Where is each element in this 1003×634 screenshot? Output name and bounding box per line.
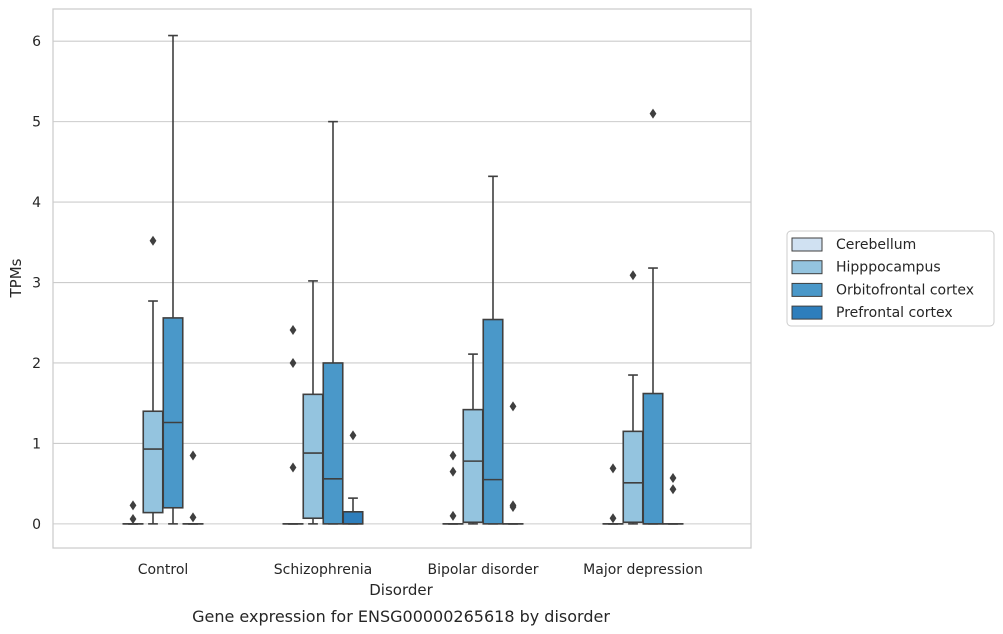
outlier-point bbox=[289, 324, 297, 335]
box-hipppocampus bbox=[462, 353, 484, 525]
box-body bbox=[642, 392, 664, 525]
box-hipppocampus bbox=[302, 280, 324, 525]
legend-label: Orbitofrontal cortex bbox=[836, 282, 974, 298]
box-plot-area bbox=[122, 34, 684, 525]
y-axis-label: TPMs bbox=[7, 258, 25, 298]
outlier-point bbox=[129, 514, 137, 525]
y-tick-label: 3 bbox=[32, 276, 41, 292]
legend-frame bbox=[786, 230, 995, 327]
outlier-point bbox=[189, 450, 197, 461]
box-orbitofrontal-cortex bbox=[642, 108, 664, 525]
outlier-point bbox=[649, 108, 657, 119]
x-axis-label: Disorder bbox=[369, 581, 433, 599]
box-hipppocampus bbox=[622, 270, 644, 525]
outlier-point bbox=[669, 484, 677, 495]
outlier-point bbox=[509, 500, 517, 511]
chart-caption: Gene expression for ENSG00000265618 by d… bbox=[192, 607, 610, 626]
box-body bbox=[462, 408, 484, 524]
outlier-point bbox=[669, 473, 677, 484]
y-tick-label: 6 bbox=[32, 34, 41, 50]
legend-swatch bbox=[791, 260, 823, 275]
y-tick-label: 0 bbox=[32, 517, 41, 533]
box-prefrontal-cortex bbox=[662, 473, 684, 525]
outlier-point bbox=[449, 466, 457, 477]
box-cerebellum bbox=[602, 463, 624, 525]
legend-label: Cerebellum bbox=[836, 237, 916, 253]
box-prefrontal-cortex bbox=[342, 430, 364, 525]
y-tick-label: 1 bbox=[32, 436, 41, 452]
box-cerebellum bbox=[282, 324, 304, 525]
box-orbitofrontal-cortex bbox=[322, 120, 344, 525]
outlier-point bbox=[349, 430, 357, 441]
box-body bbox=[482, 318, 504, 525]
box-cerebellum bbox=[122, 500, 144, 525]
y-tick-label: 4 bbox=[32, 195, 41, 211]
box-orbitofrontal-cortex bbox=[162, 34, 184, 525]
outlier-point bbox=[189, 512, 197, 523]
outlier-point bbox=[509, 401, 517, 412]
outlier-point bbox=[629, 270, 637, 281]
y-tick-label: 5 bbox=[32, 115, 41, 131]
legend-label: Hipppocampus bbox=[836, 260, 941, 276]
box-body bbox=[142, 410, 164, 514]
legend: Cerebellum Hipppocampus Orbitofrontal cort… bbox=[786, 230, 995, 327]
box-body bbox=[622, 430, 644, 524]
x-tick-label: Bipolar disorder bbox=[427, 562, 538, 578]
box-prefrontal-cortex bbox=[182, 450, 204, 525]
outlier-point bbox=[149, 235, 157, 246]
legend-swatch bbox=[791, 305, 823, 320]
y-axis-ticks: 0 1 2 3 4 5 6 bbox=[32, 34, 41, 533]
outlier-point bbox=[609, 463, 617, 474]
outlier-point bbox=[129, 500, 137, 511]
x-tick-label: Control bbox=[138, 562, 189, 578]
box-body bbox=[162, 317, 184, 509]
box-body bbox=[302, 393, 324, 520]
legend-swatch bbox=[791, 282, 823, 297]
box-prefrontal-cortex bbox=[502, 401, 524, 525]
box-hipppocampus bbox=[142, 235, 164, 525]
x-axis-ticks: Control Schizophrenia Bipolar disorder Majo… bbox=[138, 562, 703, 578]
box-cerebellum bbox=[442, 450, 464, 525]
outlier-point bbox=[289, 357, 297, 368]
box-body bbox=[342, 510, 364, 525]
outlier-point bbox=[449, 450, 457, 461]
outlier-point bbox=[449, 510, 457, 521]
legend-label: Prefrontal cortex bbox=[836, 305, 953, 321]
box-body bbox=[322, 362, 344, 525]
x-tick-label: Major depression bbox=[583, 562, 703, 578]
legend-swatch bbox=[791, 237, 823, 252]
box-orbitofrontal-cortex bbox=[482, 175, 504, 525]
plot-frame bbox=[52, 8, 752, 549]
y-tick-label: 2 bbox=[32, 356, 41, 372]
outlier-point bbox=[289, 462, 297, 473]
x-tick-label: Schizophrenia bbox=[274, 562, 372, 578]
outlier-point bbox=[609, 513, 617, 524]
